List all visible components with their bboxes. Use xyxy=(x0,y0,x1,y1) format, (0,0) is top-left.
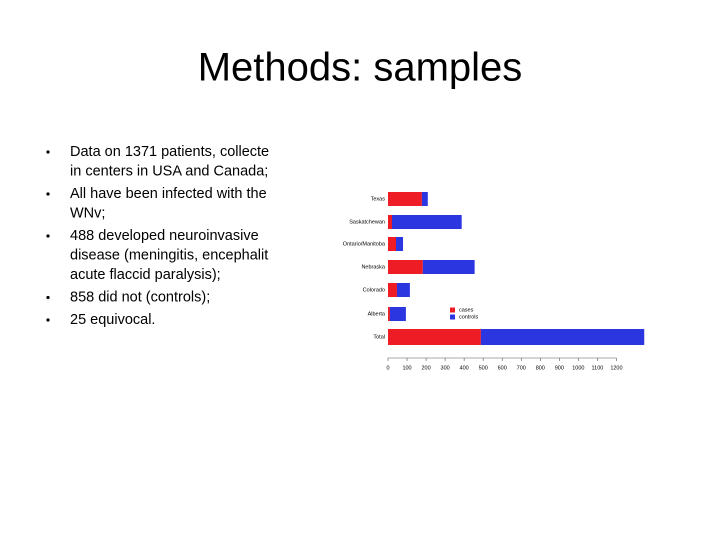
legend-label: cases xyxy=(459,307,474,313)
bullet-text: 25 equivocal. xyxy=(70,312,155,328)
bullet-text: acute flaccid paralysis); xyxy=(70,267,221,283)
bullet-dot xyxy=(46,150,50,154)
slide-title: Methods: samples xyxy=(198,46,523,90)
legend-label: controls xyxy=(459,314,479,320)
bar-segment xyxy=(388,329,481,345)
bar-segment xyxy=(389,307,406,321)
bullet-dot xyxy=(46,234,50,238)
bullet-text: disease (meningitis, encephalit xyxy=(70,247,268,263)
category-label: Nebraska xyxy=(361,264,385,270)
bar-segment xyxy=(388,307,390,321)
bar-segment xyxy=(388,215,392,229)
category-label: Saskatchewan xyxy=(349,219,385,225)
bar-segment xyxy=(395,237,404,251)
x-tick-label: 1200 xyxy=(610,365,622,371)
bar-segment xyxy=(422,260,475,274)
bullet-text: WNv; xyxy=(70,205,105,221)
bar-segment xyxy=(388,192,422,206)
x-tick-label: 600 xyxy=(498,365,507,371)
bar-segment xyxy=(388,260,423,274)
category-label: Colorado xyxy=(363,287,385,293)
bullet-text: All have been infected with the xyxy=(70,186,267,202)
x-tick-label: 900 xyxy=(555,365,564,371)
x-tick-label: 500 xyxy=(479,365,488,371)
category-label: Alberta xyxy=(368,311,386,317)
x-tick-label: 700 xyxy=(517,365,526,371)
bar-segment xyxy=(421,192,428,206)
bullet-dot xyxy=(46,192,50,196)
legend-swatch xyxy=(450,314,455,320)
x-tick-label: 300 xyxy=(441,365,450,371)
bar-segment xyxy=(391,215,462,229)
x-tick-label: 0 xyxy=(386,365,389,371)
x-tick-label: 400 xyxy=(460,365,469,371)
bar-segment xyxy=(388,283,397,297)
bullet-dot xyxy=(46,295,50,300)
bullet-text: 488 developed neuroinvasive xyxy=(70,228,259,244)
x-tick-label: 1100 xyxy=(591,365,603,371)
category-label: Total xyxy=(373,334,385,340)
x-tick-label: 800 xyxy=(536,365,545,371)
category-label: Ontario/Manitoba xyxy=(343,241,386,247)
x-tick-label: 1000 xyxy=(572,365,584,371)
bar-segment xyxy=(396,283,410,297)
bullet-text: in centers in USA and Canada; xyxy=(70,163,268,179)
bar-segment xyxy=(388,237,396,251)
bullet-dot xyxy=(46,318,50,322)
bar-segment xyxy=(480,329,645,345)
bullet-text: Data on 1371 patients, collecte xyxy=(70,144,269,160)
x-tick-label: 200 xyxy=(421,365,430,371)
x-tick-label: 100 xyxy=(402,365,411,371)
legend-swatch xyxy=(450,307,455,313)
category-label: Texas xyxy=(371,196,386,202)
bullet-text: 858 did not (controls); xyxy=(70,289,210,305)
